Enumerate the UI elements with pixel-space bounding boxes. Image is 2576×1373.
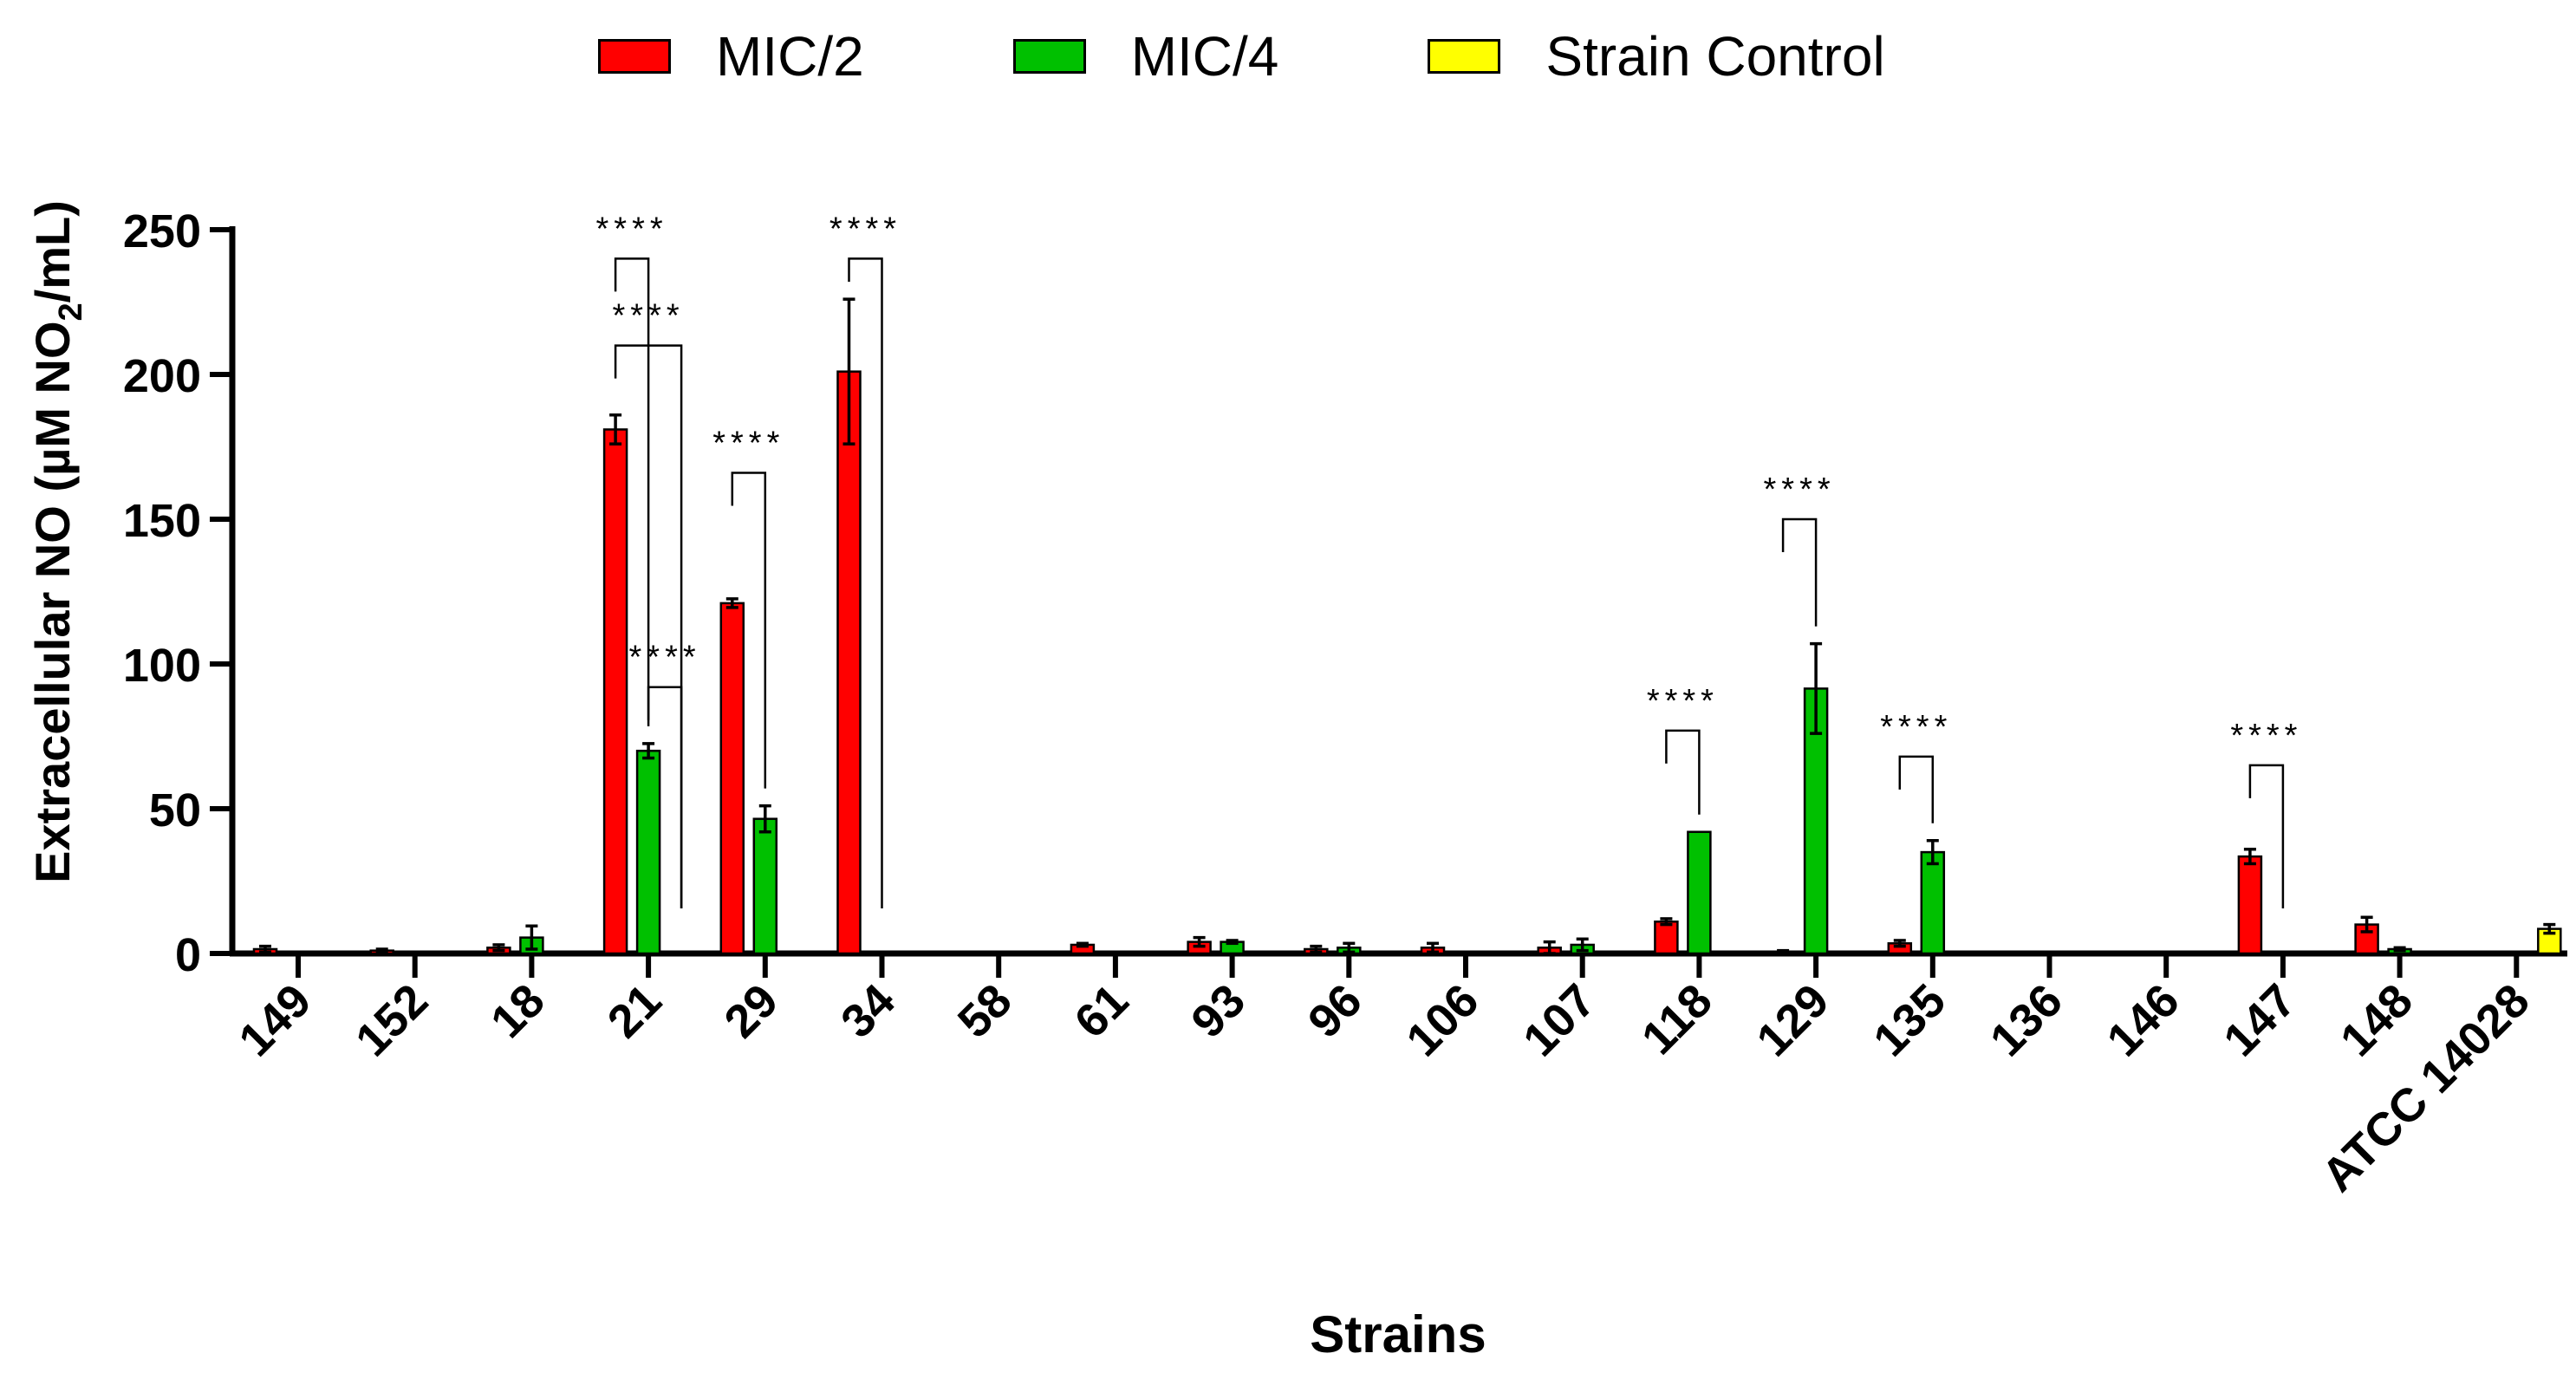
x-tick-label: 29 — [714, 974, 788, 1048]
x-axis-title: Strains — [1310, 1305, 1486, 1363]
bar-mic-2 — [2471, 951, 2496, 955]
x-tick-label: 147 — [2214, 974, 2306, 1066]
legend-item-mic4: MIC/4 — [1012, 24, 1279, 88]
bar-mic-4 — [1920, 850, 1946, 955]
y-tick-label: 50 — [149, 784, 201, 836]
legend-swatch-strain-control — [1428, 39, 1501, 74]
legend-item-strain-control: Strain Control — [1428, 24, 1885, 88]
significance-bracket — [614, 257, 650, 726]
bar-mic-2 — [836, 370, 862, 955]
y-axis-title-main: Extracellular NO (µM NO — [25, 321, 80, 882]
y-tick-label: 100 — [123, 640, 201, 692]
x-tick-label: 135 — [1864, 974, 1955, 1066]
significance-label: **** — [829, 211, 901, 247]
x-tick-label: 21 — [598, 974, 672, 1048]
x-tick-label: 129 — [1747, 974, 1838, 1066]
legend-swatch-mic2 — [598, 39, 671, 74]
bars-layer — [252, 297, 2562, 955]
significance-bracket — [647, 686, 683, 908]
significance-bracket — [2248, 764, 2285, 908]
x-tick-label: 152 — [346, 974, 438, 1066]
legend-label-mic2: MIC/2 — [716, 25, 864, 88]
significance-label: **** — [629, 640, 701, 676]
bar-mic-2 — [1654, 921, 1679, 955]
bar-mic-2 — [602, 428, 628, 955]
significance-label: **** — [613, 298, 685, 335]
x-tick-label: 93 — [1181, 974, 1255, 1048]
legend-item-mic2: MIC/2 — [598, 24, 864, 88]
bar-mic-4 — [752, 817, 778, 955]
x-tick-label: 96 — [1298, 974, 1372, 1048]
x-tick-label: 146 — [2098, 974, 2189, 1066]
y-tick-label: 0 — [175, 929, 201, 981]
x-tick-label: 18 — [481, 974, 555, 1048]
significance-label: **** — [1764, 472, 1836, 508]
bar-mic-2 — [719, 602, 745, 955]
significance-label: **** — [712, 426, 784, 462]
significance-bracket — [1781, 517, 1818, 627]
significance-bracket — [848, 257, 883, 908]
significance-bracket — [1898, 755, 1935, 823]
y-axis-title-tail: /mL) — [25, 200, 80, 303]
x-tick-label: 118 — [1632, 974, 1722, 1064]
significance-label: **** — [596, 211, 668, 247]
x-tick-label: 107 — [1513, 974, 1605, 1066]
x-tick-label: 149 — [229, 974, 321, 1066]
x-tick-label: 136 — [1981, 974, 2072, 1066]
y-tick-label: 200 — [123, 350, 201, 402]
y-axis-title-subscript: 2 — [53, 303, 89, 321]
significance-label: **** — [1880, 709, 1952, 745]
significance-layer: **** **** **** **** **** **** **** **** **** — [596, 211, 2302, 908]
x-tick-label: 148 — [2331, 974, 2423, 1066]
y-tick-label: 250 — [123, 205, 201, 257]
x-tick-label: 58 — [948, 974, 1022, 1048]
x-tick-label: 106 — [1396, 974, 1488, 1066]
legend-swatch-mic4 — [1012, 39, 1086, 74]
x-tick-label: 61 — [1064, 974, 1138, 1048]
significance-bracket — [731, 472, 767, 789]
x-tick-label: ATCC 14028 — [2312, 974, 2539, 1201]
y-axis-title: Extracellular NO (µM NO2/mL) — [25, 200, 89, 883]
legend: MIC/2 MIC/4 Strain Control — [598, 24, 2034, 88]
bar-mic-4 — [635, 749, 661, 955]
significance-bracket — [1665, 729, 1701, 815]
legend-label-mic4: MIC/4 — [1130, 25, 1279, 88]
bar-mic-4 — [1687, 830, 1712, 955]
bar-mic-2 — [2354, 923, 2379, 955]
axes-layer: 0 50 100 150 200 250 149 152 18 21 29 34 58 61 93 96 106… — [123, 205, 2567, 1201]
significance-label: **** — [1647, 683, 1719, 719]
significance-label: **** — [2230, 718, 2302, 754]
bar-mic-2 — [2237, 855, 2263, 955]
y-tick-label: 150 — [123, 495, 201, 547]
legend-label-strain-control: Strain Control — [1545, 25, 1885, 88]
x-tick-label: 34 — [831, 974, 905, 1048]
